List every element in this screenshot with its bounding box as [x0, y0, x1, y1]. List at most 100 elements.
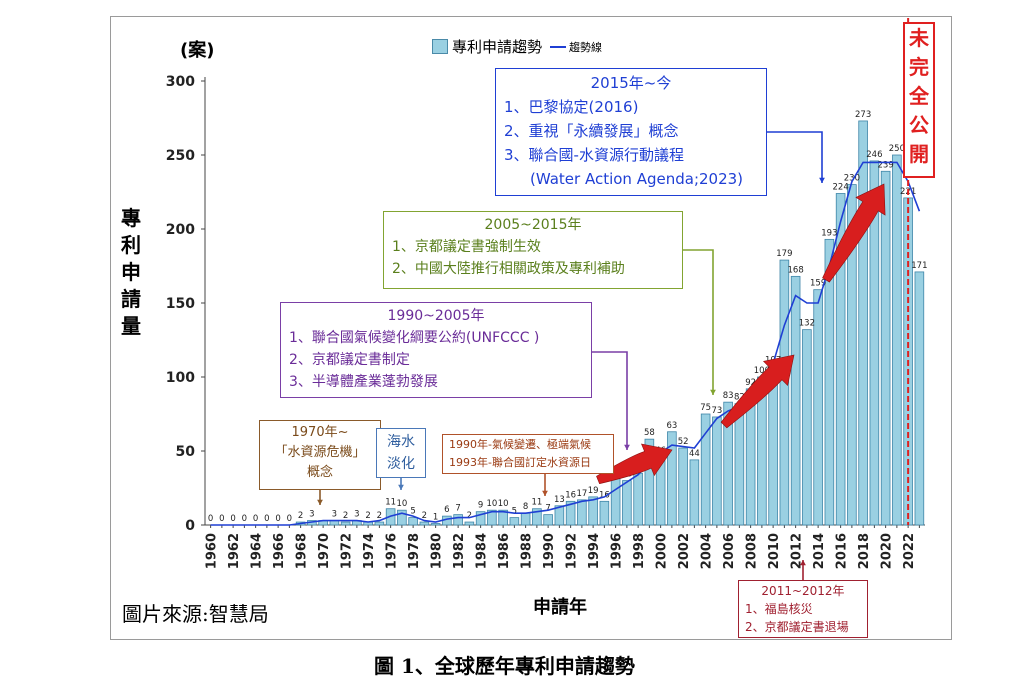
annotation-desal-line: 海水	[387, 434, 415, 450]
annotation-1970: 1970年~ 「水資源危機」 概念	[259, 420, 381, 490]
x-tick-label: 1998	[632, 533, 647, 569]
bar-value-label: 83	[723, 391, 734, 401]
x-tick-label: 1978	[407, 533, 422, 569]
annotation-2015-line: (Water Action Agenda;2023)	[530, 170, 744, 188]
annotation-1990: 1990~2005年 1、聯合國氣候變化綱要公約(UNFCCC ) 2、京都議定…	[280, 302, 592, 398]
bar	[723, 401, 733, 526]
bar-value-label: 8	[523, 502, 528, 512]
bar-value-label: 92	[745, 378, 756, 388]
bar-value-label: 2	[365, 511, 370, 521]
legend-line-label: 趨勢線	[569, 40, 603, 54]
bar-value-label: 44	[689, 449, 700, 459]
bar	[734, 403, 745, 526]
y-tick-label: 200	[166, 222, 195, 238]
x-tick-label: 2018	[857, 533, 872, 569]
connector-desal-head	[398, 484, 404, 490]
bar-value-label: 193	[821, 228, 837, 238]
connector-1970-head	[317, 499, 323, 505]
bar-value-label: 7	[545, 504, 550, 514]
bar-value-label: 2	[298, 511, 303, 521]
bar-value-label: 179	[776, 249, 792, 259]
bar	[700, 413, 711, 526]
bar-value-label: 13	[554, 495, 565, 505]
bar	[689, 459, 700, 526]
x-tick-label: 2008	[745, 533, 760, 569]
x-tick-label: 1988	[520, 533, 535, 569]
x-tick-label: 2002	[677, 533, 692, 569]
annotation-1990-line: 1、聯合國氣候變化綱要公約(UNFCCC )	[289, 330, 540, 346]
bar-value-label: 2	[343, 511, 348, 521]
bar	[397, 509, 407, 526]
annotation-2005-line: 2、中國大陸推行相關政策及專利補助	[392, 261, 625, 277]
bar-value-label: 171	[911, 261, 927, 271]
bar	[824, 238, 835, 526]
annotation-desal-line: 淡化	[387, 456, 415, 472]
x-tick-label: 1962	[227, 533, 242, 569]
annotation-1970-line: 概念	[306, 465, 333, 480]
red-arrow-shape	[822, 183, 886, 283]
red-arrow-shape	[596, 443, 673, 485]
y-tick-label: 50	[176, 444, 196, 460]
bar-value-label: 224	[833, 182, 849, 192]
bar-value-label: 132	[799, 319, 815, 329]
annotation-2011-line: 1、福島核災	[745, 602, 813, 616]
overlay	[317, 18, 910, 580]
image-source: 圖片來源:智慧局	[122, 602, 269, 626]
bar-value-label: 58	[644, 428, 655, 438]
x-tick-label: 2020	[880, 533, 895, 569]
x-tick-label: 1992	[565, 533, 580, 569]
connector-2011-head	[800, 560, 806, 566]
bar-value-label: 75	[700, 403, 711, 413]
bar-value-label: 0	[242, 514, 247, 524]
annotation-2011: 2011~2012年 1、福島核災 2、京都議定書退場	[738, 580, 868, 638]
y-tick-label: 150	[166, 296, 195, 312]
bar	[644, 438, 655, 526]
bar	[678, 447, 688, 526]
incomplete-label-char: 全	[909, 84, 929, 108]
trend-line-path	[210, 161, 921, 526]
annotation-2005-title: 2005~2015年	[484, 217, 582, 233]
bar-value-label: 82	[734, 393, 745, 403]
bar-value-label: 230	[844, 174, 860, 184]
annotation-1990-events: 1990年-氣候變遷、極端氣候 1993年-聯合國訂定水資源日	[442, 434, 614, 474]
figure-caption: 圖 1、全球歷年專利申請趨勢	[374, 654, 635, 678]
legend-line-swatch	[550, 45, 567, 48]
annotation-1990b-line: 1990年-氣候變遷、極端氣候	[449, 438, 591, 451]
x-tick-label: 1996	[610, 533, 625, 569]
red-arrow	[596, 443, 673, 485]
annotation-1990-title: 1990~2005年	[387, 308, 485, 324]
bar	[464, 521, 475, 526]
y-tick-label: 0	[185, 518, 195, 534]
connector-2015-head	[819, 177, 825, 183]
legend-bar-label: 專利申請趨勢	[452, 38, 543, 56]
bar-value-label: 9	[478, 501, 483, 511]
x-axis-title: 申請年	[533, 597, 587, 618]
bar	[869, 160, 880, 526]
bar-value-label: 10	[498, 499, 509, 509]
bar	[532, 508, 542, 526]
red-arrow	[720, 354, 795, 429]
bar-value-label: 168	[788, 265, 804, 275]
incomplete-label-char: 公	[909, 113, 929, 137]
x-tick-label: 1974	[362, 533, 377, 569]
bar-value-label: 0	[287, 514, 292, 524]
bar-value-label: 3	[332, 510, 337, 520]
bar	[790, 275, 801, 526]
bar-value-label: 159	[810, 279, 826, 289]
bar	[779, 259, 790, 526]
bar-value-label: 63	[666, 421, 677, 431]
x-tick-label: 2016	[835, 533, 850, 569]
connector-2015	[767, 131, 823, 183]
bar	[588, 496, 598, 526]
annotation-2015: 2015年~今 1、巴黎協定(2016) 2、重視「永續發展」概念 3、聯合國-…	[495, 68, 767, 196]
annotation-1990-line: 3、半導體產業蓬勃發展	[289, 374, 438, 390]
bar-value-label: 0	[275, 514, 280, 524]
x-tick-label: 1976	[385, 533, 400, 569]
annotation-2015-title: 2015年~今	[590, 74, 672, 92]
bar	[599, 500, 610, 526]
incomplete-label-char: 完	[909, 55, 929, 79]
bar-value-label: 19	[588, 486, 599, 496]
x-tick-label: 1980	[430, 533, 445, 569]
y-tick-label: 100	[166, 370, 195, 386]
